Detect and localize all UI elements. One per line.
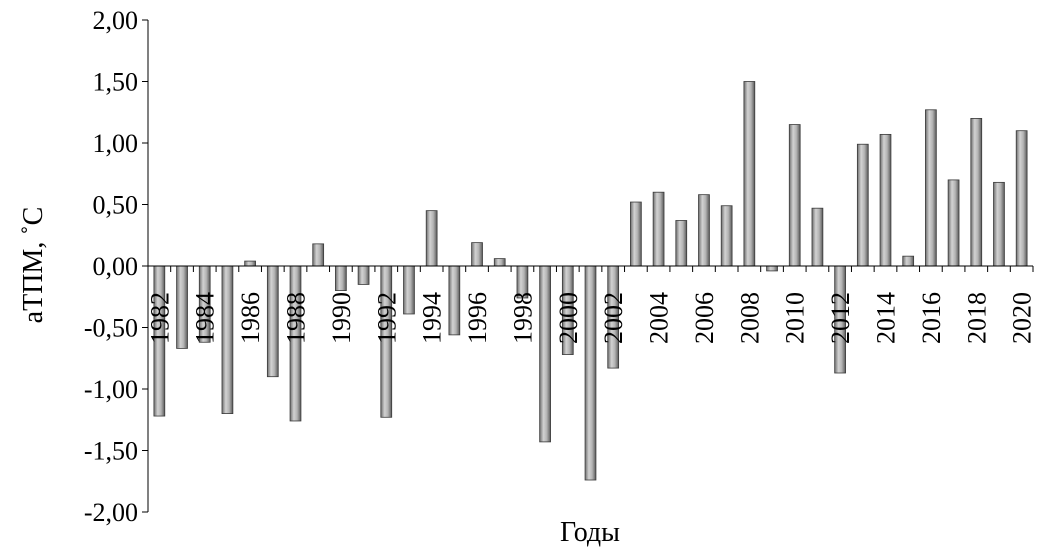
- bar-2006: [698, 194, 710, 267]
- bar-1987: [266, 265, 279, 378]
- bar-1994: [425, 210, 438, 267]
- bar-1999: [539, 265, 551, 443]
- bar-2009: [766, 265, 778, 272]
- bar-1991: [357, 265, 370, 285]
- x-tick-labels: 1982 1984 1986 1988 1990 1992 1994 1996 1998 2000…: [145, 292, 1036, 344]
- bar-1997: [493, 258, 506, 267]
- x-tick-label: 2010: [781, 292, 810, 344]
- bar-2017: [947, 179, 960, 267]
- bar-2010: [788, 124, 801, 267]
- x-tick-label: 2012: [826, 292, 855, 344]
- y-tick-label: 1,00: [93, 129, 139, 158]
- x-tick-label: 1988: [282, 292, 311, 344]
- bar-1993: [403, 265, 415, 315]
- y-tick-label: 0,00: [93, 252, 139, 281]
- bar-1990: [335, 265, 347, 292]
- x-tick-label: 2016: [917, 292, 946, 344]
- y-tick-label: 2,00: [93, 6, 139, 35]
- bar-1986: [244, 260, 256, 267]
- bar-2016: [925, 109, 937, 267]
- x-tick-label: 1984: [191, 292, 220, 344]
- x-axis-title: Годы: [560, 517, 620, 548]
- x-tick-label: 1986: [236, 292, 265, 344]
- bar-1985: [221, 265, 234, 415]
- x-tick-label: 2000: [554, 292, 583, 344]
- bar-2001: [584, 265, 597, 481]
- y-tick-label: 1,50: [93, 68, 139, 97]
- x-tick-label: 2008: [735, 292, 764, 344]
- x-tick-label: 1998: [508, 292, 537, 344]
- bar-1995: [448, 265, 461, 336]
- bar-1983: [176, 265, 188, 349]
- x-tick-label: 2020: [1008, 292, 1037, 344]
- y-tick-label: 0,50: [93, 191, 139, 220]
- x-tick-label: 1994: [418, 292, 447, 344]
- y-tick-label: -0,50: [84, 314, 138, 343]
- bar-2005: [675, 220, 688, 267]
- bar-1989: [312, 243, 325, 267]
- bar-2004: [652, 191, 665, 267]
- y-tick-labels: 2,00 1,50 1,00 0,50 0,00 -0,50 -1,00 -1,50 -2,00: [84, 6, 138, 527]
- x-tick-label: 2014: [872, 292, 901, 344]
- axes: [142, 19, 1034, 513]
- bar-1996: [471, 242, 483, 267]
- bar-2014: [879, 133, 892, 267]
- x-tick-label: 1992: [372, 292, 401, 344]
- x-tick-label: 2002: [599, 292, 628, 344]
- bar-2018: [970, 118, 983, 267]
- bar-2015: [902, 255, 915, 267]
- y-tick-label: -2,00: [84, 498, 138, 527]
- x-tick-label: 1982: [145, 292, 174, 344]
- x-tick-label: 1990: [327, 292, 356, 344]
- bar-2019: [993, 181, 1005, 267]
- y-tick-label: -1,00: [84, 375, 138, 404]
- bar-2011: [811, 207, 824, 267]
- bars-layer: [153, 81, 1028, 481]
- y-axis-title: aТПМ, ˚С: [18, 207, 49, 324]
- y-tick-label: -1,50: [84, 437, 138, 466]
- x-tick-label: 2004: [645, 292, 674, 344]
- x-tick-label: 1996: [463, 292, 492, 344]
- bar-2003: [630, 201, 642, 267]
- bar-2013: [856, 143, 869, 267]
- bar-2007: [720, 205, 733, 267]
- bar-2020: [1015, 130, 1028, 267]
- x-tick-label: 2006: [690, 292, 719, 344]
- bar-2008: [743, 81, 756, 267]
- x-tick-label: 2018: [962, 292, 991, 344]
